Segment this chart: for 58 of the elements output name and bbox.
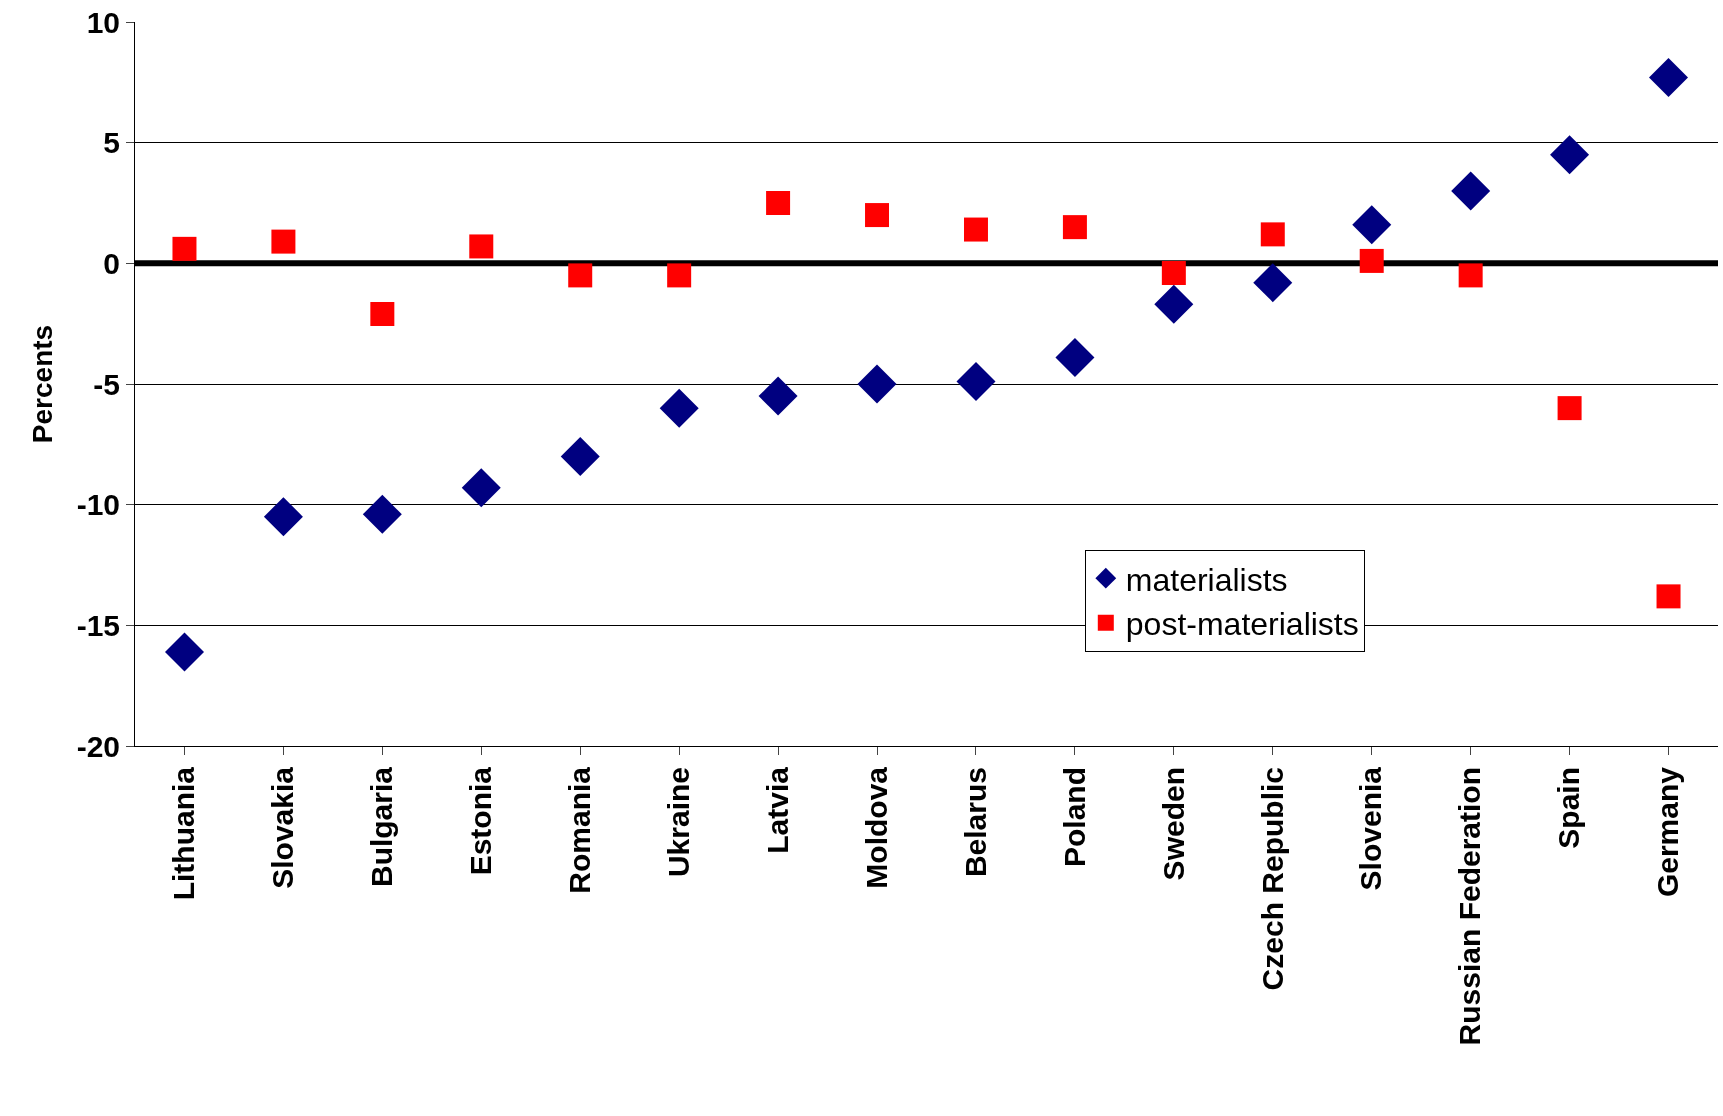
y-tick-label: 5 bbox=[103, 126, 120, 160]
x-tick-label: Ukraine bbox=[661, 767, 695, 878]
y-tick-label: -10 bbox=[76, 488, 120, 522]
point bbox=[1260, 222, 1285, 247]
x-tick-label: Belarus bbox=[958, 767, 992, 878]
point bbox=[461, 468, 501, 508]
x-tick-label: Lithuania bbox=[167, 766, 201, 901]
point bbox=[1656, 584, 1681, 609]
point bbox=[667, 263, 692, 288]
point bbox=[1352, 205, 1392, 245]
legend-label: post-materialists bbox=[1125, 606, 1359, 643]
x-tick-label: Czech Republic bbox=[1255, 767, 1289, 991]
x-tick-label: Germany bbox=[1651, 766, 1685, 898]
point bbox=[1649, 58, 1689, 98]
x-tick-label: Moldova bbox=[859, 766, 893, 889]
x-tick-label: Poland bbox=[1057, 767, 1091, 868]
point bbox=[857, 364, 897, 404]
x-tick-label: Estonia bbox=[464, 766, 498, 876]
point bbox=[560, 436, 600, 476]
y-tick-label: 10 bbox=[86, 5, 120, 39]
point bbox=[271, 229, 296, 254]
point bbox=[263, 497, 303, 537]
x-tick-label: Bulgaria bbox=[365, 766, 399, 888]
point bbox=[469, 234, 494, 259]
point bbox=[1451, 171, 1491, 211]
point bbox=[1359, 248, 1384, 273]
point bbox=[1154, 284, 1194, 324]
point bbox=[1055, 337, 1095, 377]
y-tick-label: -15 bbox=[76, 608, 120, 642]
point bbox=[1557, 396, 1582, 421]
point bbox=[1458, 263, 1483, 288]
point bbox=[164, 632, 204, 672]
legend-label: materialists bbox=[1125, 561, 1288, 598]
y-tick-label: 0 bbox=[103, 246, 120, 280]
point bbox=[362, 494, 402, 534]
point bbox=[963, 217, 988, 242]
point bbox=[1550, 135, 1590, 175]
point bbox=[1062, 215, 1087, 240]
point bbox=[766, 191, 791, 215]
y-axis-title: Percents bbox=[27, 324, 59, 444]
y-tick-label: -20 bbox=[76, 729, 120, 763]
point bbox=[659, 388, 699, 428]
point bbox=[568, 263, 593, 288]
x-tick-label: Slovenia bbox=[1354, 766, 1388, 891]
point bbox=[1253, 263, 1293, 303]
point bbox=[758, 376, 798, 416]
point bbox=[865, 203, 890, 228]
point bbox=[1161, 260, 1186, 285]
point bbox=[956, 362, 996, 402]
x-tick-label: Spain bbox=[1552, 767, 1586, 849]
x-tick-label: Latvia bbox=[760, 766, 794, 854]
x-tick-label: Russian Federation bbox=[1453, 767, 1487, 1046]
x-tick-label: Slovakia bbox=[266, 766, 300, 889]
y-tick-label: -5 bbox=[93, 367, 120, 401]
x-tick-label: Romania bbox=[562, 766, 596, 894]
point bbox=[370, 302, 395, 327]
x-tick-label: Sweden bbox=[1156, 767, 1190, 881]
point bbox=[172, 236, 197, 261]
